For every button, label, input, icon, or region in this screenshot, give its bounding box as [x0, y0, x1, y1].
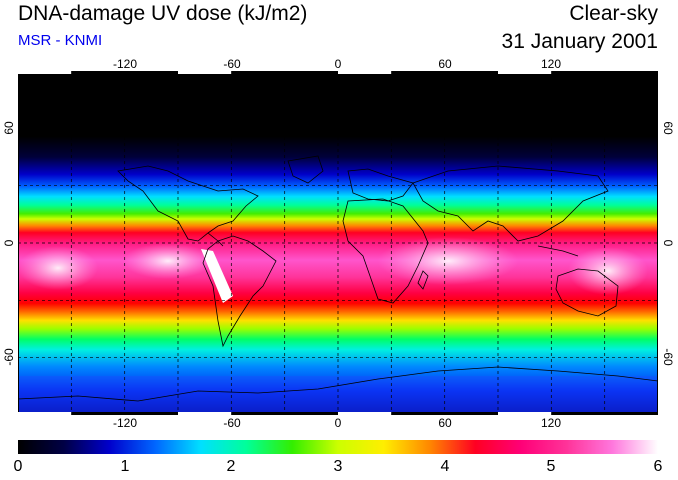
lat-tick-right: -60: [661, 348, 675, 366]
lat-tick-left: -60: [2, 348, 16, 366]
colorbar-label: 0: [13, 458, 23, 475]
high-dose-zone: [568, 247, 648, 295]
frame-bars-bottom: [18, 412, 658, 415]
lat-tick-left: 60: [2, 121, 16, 135]
lon-tick-top: -60: [223, 57, 241, 71]
frame-bars-top: [18, 71, 658, 74]
high-dose-zone: [378, 237, 518, 285]
coastlines: [18, 155, 658, 402]
colorbar-label: 2: [226, 458, 236, 475]
high-dose-zone: [201, 249, 233, 303]
colorbar-label: 1: [120, 458, 130, 475]
source-label: MSR - KNMI: [18, 32, 103, 49]
colorbar-label: 3: [333, 458, 343, 475]
lat-tick-right: 60: [661, 121, 675, 135]
graticule: [18, 71, 658, 415]
uv-dose-map: [18, 71, 658, 415]
lat-tick-right: 0: [661, 239, 675, 247]
high-dose-zone: [123, 243, 213, 279]
colorbar-label: 4: [440, 458, 450, 475]
lon-tick-bottom: -60: [223, 416, 241, 430]
sky-condition-label: Clear-sky: [569, 2, 658, 25]
lon-tick-bottom: 0: [334, 416, 342, 430]
colorbar-label: 5: [546, 458, 556, 475]
lon-tick-bottom: -120: [112, 416, 138, 430]
colorbar: [18, 440, 658, 454]
lat-tick-left: 0: [2, 239, 16, 247]
map-title: DNA-damage UV dose (kJ/m2): [18, 2, 308, 25]
lon-tick-bottom: 60: [438, 416, 452, 430]
lon-tick-top: 60: [438, 57, 452, 71]
date-label: 31 January 2001: [501, 30, 658, 53]
lon-tick-top: 0: [334, 57, 342, 71]
colorbar-label: 6: [653, 458, 663, 475]
lon-tick-top: 120: [540, 57, 562, 71]
lon-tick-top: -120: [112, 57, 138, 71]
high-dose-zone: [18, 246, 98, 290]
lon-tick-bottom: 120: [540, 416, 562, 430]
